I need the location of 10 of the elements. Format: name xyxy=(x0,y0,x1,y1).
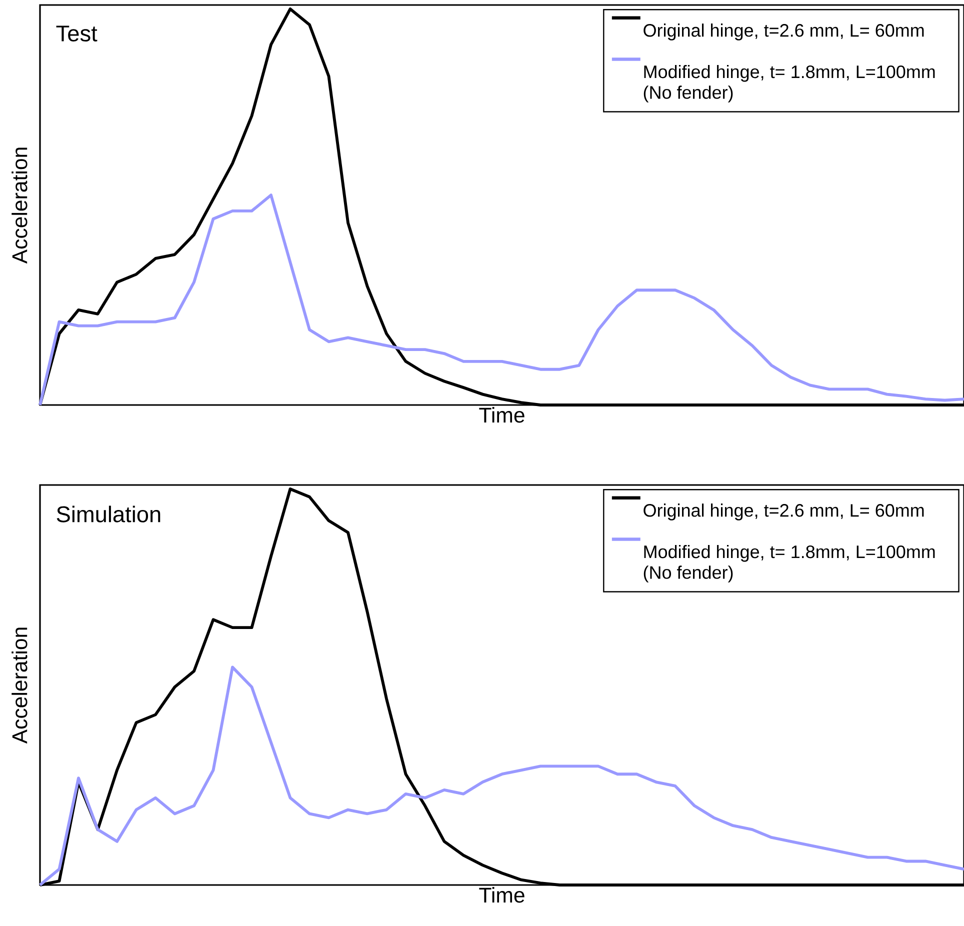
legend-label: Original hinge, t=2.6 mm, L= 60mm xyxy=(644,504,924,520)
legend-label: Modified hinge, t= 1.8mm, L=100mm (No fender) xyxy=(644,544,935,582)
legend-label: Modified hinge, t= 1.8mm, L=100mm (No fender) xyxy=(644,64,935,102)
legend-label: Original hinge, t=2.6 mm, L= 60mm xyxy=(644,24,924,40)
y-axis-title: Acceleration xyxy=(12,628,28,744)
text: Test xyxy=(56,26,98,42)
x-axis-title: Time xyxy=(479,887,524,903)
y-axis-title: Acceleration xyxy=(12,148,28,264)
text: Simulation xyxy=(56,506,160,522)
x-axis-title: Time xyxy=(479,407,524,423)
